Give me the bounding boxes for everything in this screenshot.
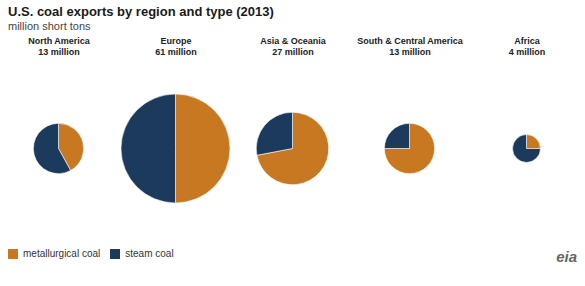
html-text:eia: eia [556,247,577,265]
svg-text:Europe61 million: Europe61 million [155,36,197,57]
svg-text:Asia & Oceania27 million: Asia & Oceania27 million [260,36,327,57]
html-text:million short tons: million short tons [8,20,91,32]
svg-text:Africa4 million: Africa4 million [509,36,546,57]
svg-text:North America13 million: North America13 million [28,36,91,57]
svg-text:South & Central America13 mill: South & Central America13 million [357,36,464,57]
html-text:U.S. coal exports by region an: U.S. coal exports by region and type (20… [8,4,274,19]
html-text:metallurgical coal: metallurgical coal [23,248,101,259]
html-text:steam coal: steam coal [125,248,174,259]
